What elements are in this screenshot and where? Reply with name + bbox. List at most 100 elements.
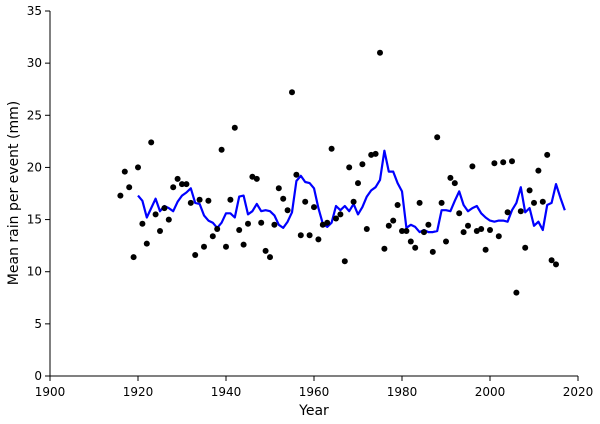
data-point (218, 146, 225, 153)
data-point (324, 219, 331, 226)
data-point (504, 209, 511, 216)
data-point (548, 257, 555, 264)
data-point (447, 174, 454, 181)
data-point (355, 180, 361, 187)
data-point (539, 198, 546, 205)
data-point (377, 49, 383, 56)
data-point (509, 158, 515, 165)
y-tick-label: 20 (27, 160, 42, 174)
data-point (240, 241, 247, 248)
data-point (337, 211, 344, 218)
data-point (148, 139, 155, 146)
x-axis-label: Year (298, 403, 329, 419)
data-point (231, 124, 238, 131)
data-point (341, 258, 348, 265)
data-point (438, 199, 445, 206)
x-tick-label: 1900 (35, 385, 66, 399)
data-point (328, 145, 335, 152)
data-point (152, 211, 159, 218)
data-point (460, 229, 467, 236)
data-point (425, 221, 432, 228)
data-point (346, 164, 353, 171)
x-tick-label: 1960 (299, 385, 330, 399)
data-point (531, 199, 537, 206)
data-point (443, 238, 449, 245)
data-point (526, 187, 533, 194)
data-point (469, 163, 476, 170)
data-point (381, 245, 388, 252)
data-point (517, 208, 524, 215)
data-point (271, 221, 278, 228)
data-point (315, 236, 322, 243)
y-ticks: 0 5 10 15 20 25 30 35 (27, 4, 50, 383)
data-point (487, 227, 493, 233)
data-point (399, 228, 405, 234)
data-point (451, 180, 458, 187)
plot-area (117, 49, 566, 296)
data-point (135, 164, 141, 171)
y-tick-label: 5 (34, 317, 42, 331)
y-tick-label: 35 (27, 4, 42, 18)
x-tick-label: 2000 (475, 385, 506, 399)
data-point (289, 89, 295, 96)
data-point (434, 134, 441, 141)
data-point (196, 196, 203, 203)
data-point (253, 175, 260, 182)
y-tick-label: 10 (27, 265, 42, 279)
data-point (117, 192, 124, 199)
data-point (174, 175, 181, 182)
data-point (236, 227, 243, 233)
data-point (187, 199, 194, 206)
data-point (407, 238, 414, 245)
data-point (385, 222, 392, 229)
data-point (482, 246, 489, 253)
data-point (412, 244, 419, 251)
y-axis-label: Mean rain per event (mm) (6, 101, 22, 285)
data-point (165, 216, 172, 223)
data-point (297, 232, 304, 239)
y-tick-label: 15 (27, 213, 42, 227)
data-point (372, 150, 379, 157)
data-point (275, 185, 282, 192)
data-point (262, 247, 269, 254)
smoothed-line (137, 149, 566, 234)
data-point (179, 181, 185, 188)
data-point (416, 199, 423, 206)
data-point (258, 219, 265, 226)
data-point (522, 244, 529, 251)
data-point (429, 248, 436, 255)
data-point (403, 228, 410, 234)
data-point (302, 198, 309, 205)
axes (49, 11, 578, 377)
data-point (143, 240, 150, 247)
y-tick-label: 30 (27, 56, 42, 70)
data-point (293, 171, 300, 178)
x-ticks: 1900 1920 1940 1960 1980 2000 2020 (35, 376, 594, 399)
data-point (205, 197, 212, 204)
y-tick-label: 25 (27, 108, 42, 122)
data-point (223, 243, 229, 250)
x-tick-label: 1980 (387, 385, 418, 399)
data-point (535, 167, 542, 174)
data-point (478, 226, 485, 232)
x-tick-label: 2020 (563, 385, 594, 399)
x-tick-label: 1920 (123, 385, 154, 399)
data-point (245, 220, 251, 227)
data-point (491, 160, 498, 167)
data-point (139, 220, 146, 227)
data-point (544, 151, 551, 158)
x-tick-label: 1940 (211, 385, 242, 399)
data-point (280, 195, 287, 202)
data-point (333, 215, 339, 222)
data-point (183, 181, 190, 188)
data-point (500, 159, 507, 166)
data-point (465, 222, 471, 229)
data-point (495, 233, 502, 240)
data-point (161, 205, 168, 212)
data-point (284, 207, 291, 214)
data-point (267, 254, 273, 261)
data-point (121, 168, 128, 175)
data-point (456, 210, 463, 217)
data-point (553, 261, 559, 268)
data-point (192, 252, 199, 258)
